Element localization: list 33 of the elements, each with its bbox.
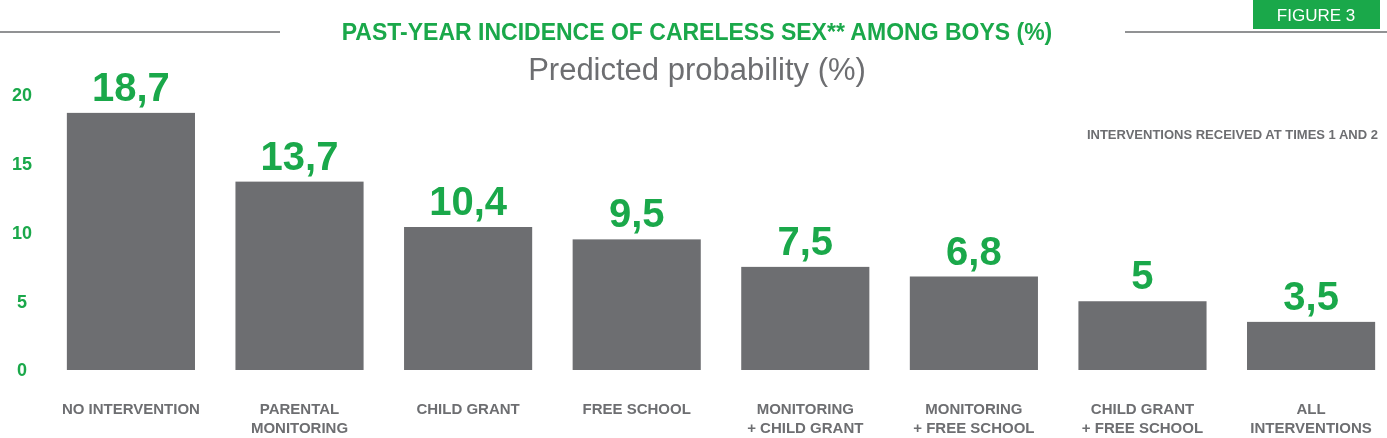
bar bbox=[741, 266, 870, 370]
data-label: 18,7 bbox=[91, 64, 170, 109]
data-label: 5 bbox=[1131, 253, 1154, 298]
x-tick-label: CHILD GRANT + FREE SCHOOL bbox=[1081, 400, 1204, 436]
y-tick-label: 10 bbox=[11, 222, 33, 243]
y-tick-label: 20 bbox=[11, 85, 33, 106]
data-label: 13,7 bbox=[260, 133, 339, 178]
data-label: 9,5 bbox=[608, 191, 665, 236]
bar bbox=[404, 227, 533, 370]
chart-title: PAST-YEAR INCIDENCE OF CARELESS SEX** AMONG BOYS (%) bbox=[341, 19, 1053, 45]
bar bbox=[909, 276, 1038, 370]
x-tick-label: NO INTERVENTION bbox=[61, 400, 200, 417]
y-tick-label: 5 bbox=[16, 291, 28, 312]
bar bbox=[1247, 321, 1376, 370]
x-tick-label: MONITORING + CHILD GRANT bbox=[747, 400, 864, 436]
data-label: 7,5 bbox=[777, 218, 834, 263]
chart-subtitle: Predicted probability (%) bbox=[528, 52, 866, 87]
bar bbox=[572, 239, 701, 370]
x-tick-label: ALL INTERVENTIONS bbox=[1250, 400, 1372, 436]
x-tick-label: PARENTAL MONITORING bbox=[250, 400, 349, 436]
data-label: 3,5 bbox=[1283, 273, 1339, 318]
bar bbox=[235, 181, 364, 370]
data-label: 6,8 bbox=[946, 228, 1002, 273]
y-tick-label: 0 bbox=[16, 360, 28, 381]
x-tick-label: FREE SCHOOL bbox=[582, 400, 691, 417]
x-tick-label: MONITORING + FREE SCHOOL bbox=[913, 400, 1035, 436]
bar bbox=[1078, 301, 1207, 370]
y-tick-label: 15 bbox=[11, 154, 33, 175]
annotation: INTERVENTIONS RECEIVED AT TIMES 1 AND 2 bbox=[1086, 127, 1378, 142]
x-tick-label: CHILD GRANT bbox=[416, 400, 520, 417]
data-label: 10,4 bbox=[429, 179, 508, 223]
bar bbox=[66, 112, 195, 370]
caption: FIGURE 3 bbox=[1276, 6, 1356, 25]
